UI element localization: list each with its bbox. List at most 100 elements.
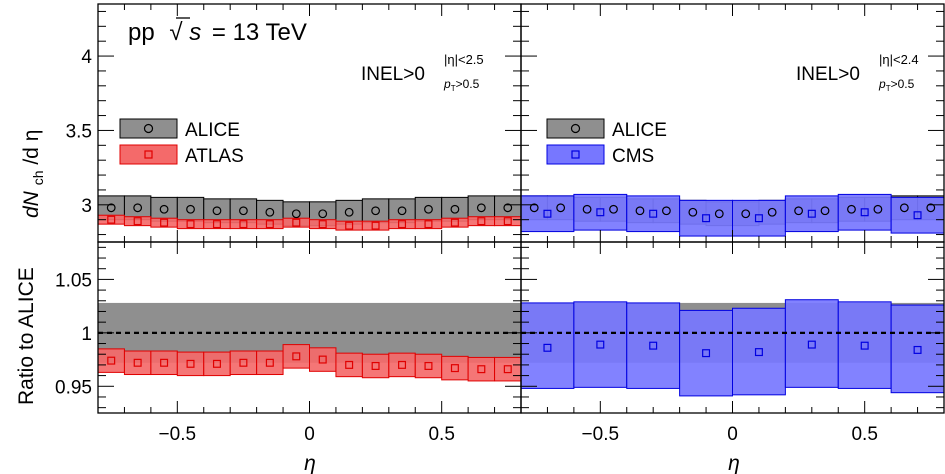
sys-box-cms-bottom-right-5 [784, 299, 839, 388]
ylabel-bottom: Ratio to ALICE [15, 267, 38, 405]
marker-atlas-bottom-left-12 [424, 361, 433, 370]
marker-cms-bottom-right-4 [754, 348, 763, 357]
sys-box-cms-bottom-right-7 [890, 304, 945, 394]
sys-box-alice-top-left-9 [335, 199, 363, 225]
marker-alice-top-left-11 [397, 206, 407, 216]
marker-cms-bottom-right-2 [649, 341, 658, 350]
sys-box-atlas-bottom-left-10 [361, 353, 390, 379]
sys-box-alice-top-left-13 [441, 196, 469, 222]
annotation-left: INEL>0 |η|<2.5 pT>0.5 [361, 52, 484, 93]
marker-alice-top-right-3 [609, 204, 618, 214]
marker-alice-top-left-0 [106, 203, 116, 213]
legend-right: ALICE CMS [546, 118, 667, 167]
marker-cms-top-right-0 [543, 209, 552, 218]
ytick-label-bottom-left-0: 0.95 [55, 377, 92, 398]
annotation-left-sub: pT>0.5 [443, 77, 480, 93]
layer-markers [106, 203, 936, 374]
sys-box-atlas-bottom-left-9 [335, 352, 363, 378]
sys-box-atlas-bottom-left-14 [467, 356, 496, 382]
ytick-label-bottom-left-2: 1.05 [55, 270, 92, 291]
sys-box-cms-top-right-7 [890, 196, 945, 234]
marker-alice-top-left-7 [291, 209, 301, 219]
marker-atlas-bottom-left-5 [239, 358, 248, 367]
layer-text: 3 3.5 4 0.95 1 1.05 −0.5 0 0.5 −0.5 0 0.5 [55, 47, 878, 445]
legend-alice-label-right: ALICE [612, 120, 667, 141]
sys-box-atlas-bottom-left-2 [150, 350, 178, 376]
legend-cms-box-right [546, 144, 605, 165]
annotation-left-sub-p: p [443, 77, 451, 91]
sys-box-atlas-bottom-left-13 [441, 355, 469, 381]
marker-cms-top-right-6 [860, 208, 869, 217]
marker-atlas-bottom-left-6 [265, 358, 274, 367]
marker-alice-top-right-13 [873, 204, 883, 214]
sys-box-atlas-bottom-left-15 [494, 356, 522, 382]
sys-box-cms-top-right-4 [732, 199, 786, 237]
annotation-right-main: INEL>0 [796, 64, 860, 85]
annotation-right: INEL>0 |η|<2.4 pT>0.5 [796, 52, 919, 93]
sys-box-alice-top-left-10 [361, 198, 390, 224]
marker-alice-top-right-5 [662, 206, 671, 216]
layer-bands [97, 193, 945, 397]
sys-box-alice-top-left-2 [150, 196, 178, 222]
sys-box-atlas-bottom-left-11 [388, 352, 416, 378]
sys-box-alice-top-left-5 [229, 198, 258, 224]
marker-cms-top-right-5 [807, 209, 816, 218]
ytick-label-bottom-left-1: 1 [81, 324, 92, 345]
annotation-right-sub-rest: >0.5 [891, 77, 915, 91]
sqrt-symbol: √ [169, 19, 183, 46]
marker-cms-bottom-right-1 [596, 340, 605, 349]
sys-box-atlas-bottom-left-5 [229, 350, 258, 376]
marker-alice-top-left-13 [450, 204, 460, 214]
sys-box-atlas-bottom-left-7 [282, 344, 310, 369]
marker-atlas-top-left-7 [292, 218, 301, 227]
marker-alice-top-left-6 [265, 207, 275, 217]
marker-atlas-top-left-15 [503, 217, 512, 226]
marker-atlas-top-left-4 [212, 220, 221, 229]
marker-atlas-top-left-14 [477, 217, 486, 226]
annotation-left-main: INEL>0 [361, 64, 425, 85]
marker-atlas-bottom-left-15 [503, 365, 512, 374]
marker-atlas-top-left-8 [318, 220, 327, 229]
annotation-right-sup: |η|<2.4 [879, 52, 919, 67]
marker-atlas-bottom-left-4 [212, 359, 221, 368]
sys-box-cms-top-right-2 [626, 195, 681, 233]
legend-cms-label-right: CMS [612, 146, 654, 167]
marker-cms-top-right-4 [754, 214, 763, 223]
legend-cms-marker-right [571, 150, 580, 159]
legend-alice-marker-right [570, 123, 581, 134]
xlabel-left: η [304, 452, 316, 474]
marker-cms-top-right-2 [649, 209, 658, 218]
annotation-left-sub-T: T [451, 84, 456, 93]
marker-atlas-top-left-9 [345, 221, 354, 230]
marker-atlas-top-left-2 [160, 218, 169, 227]
marker-atlas-bottom-left-14 [477, 365, 486, 374]
marker-alice-top-right-4 [635, 206, 645, 216]
legend-alice-box-left [119, 118, 178, 139]
annotation-left-sub-rest: >0.5 [456, 77, 480, 91]
marker-atlas-bottom-left-3 [186, 359, 195, 368]
marker-alice-top-right-12 [847, 204, 856, 214]
marker-alice-top-left-10 [371, 206, 380, 216]
marker-atlas-bottom-left-8 [318, 355, 327, 364]
marker-cms-bottom-right-7 [913, 345, 922, 354]
sys-box-atlas-bottom-left-8 [309, 347, 337, 372]
marker-alice-top-right-14 [899, 203, 909, 213]
marker-atlas-top-left-1 [133, 217, 142, 226]
marker-alice-top-right-0 [529, 203, 539, 213]
annotation-left-sup: |η|<2.5 [444, 52, 484, 67]
sys-box-cms-top-right-1 [573, 193, 628, 231]
legend-atlas-marker-left [144, 150, 153, 159]
marker-alice-top-right-10 [794, 206, 803, 216]
sys-box-cms-bottom-right-3 [679, 309, 733, 397]
ytick-label-top-left-1: 3.5 [66, 121, 92, 142]
sys-box-cms-top-right-3 [679, 199, 733, 237]
marker-cms-top-right-3 [702, 214, 711, 223]
xtick-label-bottom-left-2: 0.5 [428, 424, 454, 445]
ylabel-top-tail: /d η [20, 130, 43, 165]
xtick-label-bottom-right-2: 0.5 [851, 424, 877, 445]
marker-atlas-bottom-left-1 [133, 358, 142, 367]
legend-atlas-box-left [119, 144, 178, 165]
sys-box-atlas-bottom-left-4 [203, 351, 231, 377]
marker-cms-top-right-1 [596, 208, 605, 217]
